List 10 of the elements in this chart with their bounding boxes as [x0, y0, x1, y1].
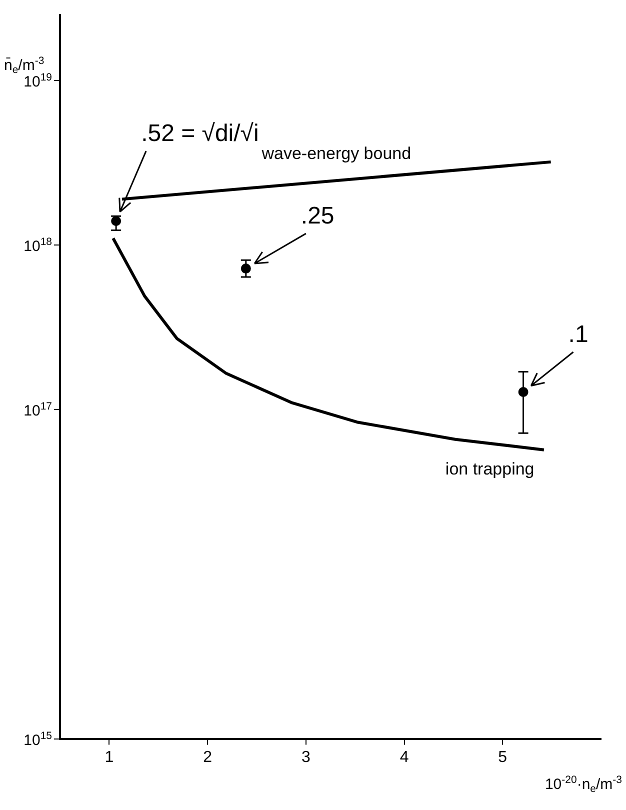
series-label: ion trapping [445, 460, 534, 479]
x-tick-label: 5 [498, 748, 508, 766]
annotation: .25 [300, 202, 334, 230]
x-tick-label: 1 [104, 748, 114, 766]
annotation: .52 = √di/√i [141, 120, 259, 148]
x-tick-label: 4 [400, 748, 409, 766]
annotation: .1 [568, 321, 588, 348]
x-tick-label: 2 [203, 748, 212, 766]
x-tick-label: 3 [301, 748, 310, 766]
series-label: wave-energy bound [260, 144, 412, 163]
